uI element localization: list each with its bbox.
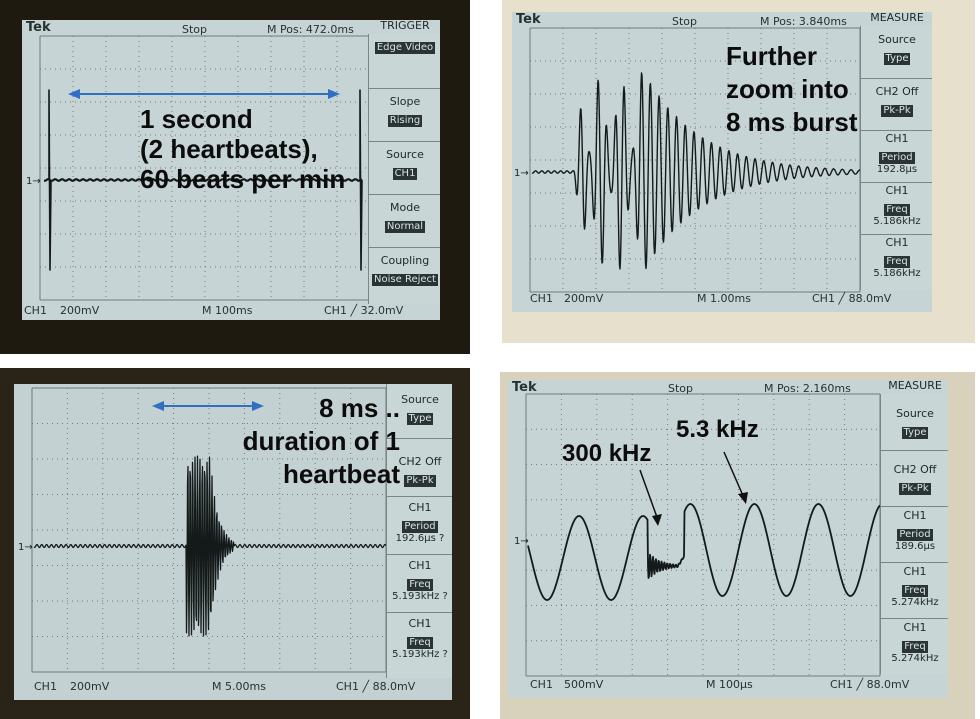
channel-label: CH1 xyxy=(530,292,553,305)
timebase-readout: M 5.00ms xyxy=(212,680,266,693)
menu-title: TRIGGER xyxy=(380,20,430,32)
trigger-readout: CH1 ╱ 32.0mV xyxy=(324,304,404,317)
m-pos-readout: M Pos: 3.840ms xyxy=(760,15,847,28)
annotation-text: Further zoom into 8 ms burst xyxy=(726,41,858,137)
side-menu: Source Type CH2 Off Pk-Pk CH1 Period 192.6µs… xyxy=(386,384,452,678)
channel-marker: 1→ xyxy=(18,542,33,553)
m-pos-readout: M Pos: 2.160ms xyxy=(764,382,851,395)
scope-screen: 1→ Tek Stop M Pos: 3.840ms CH1 200mV M 1… xyxy=(512,12,932,312)
graticule xyxy=(39,35,371,301)
arrow-head-right xyxy=(252,401,264,411)
pointer-5khz xyxy=(723,451,745,499)
menu-item-freq-2[interactable]: CH1 Freq 5.274kHz xyxy=(891,621,939,665)
annotation-5khz: 5.3 kHz xyxy=(676,416,759,443)
menu-item-source[interactable]: Source Type xyxy=(881,394,948,451)
volts-div-readout: 200mV xyxy=(60,304,100,317)
ch1-baseline-trace xyxy=(43,178,363,182)
pointer-300khz xyxy=(639,469,659,521)
channel-marker: 1→ xyxy=(514,168,529,179)
annotation-text: 8 ms .. duration of 1 heartbeat xyxy=(242,393,400,489)
volts-div-readout: 500mV xyxy=(564,678,604,691)
brand-logo: Tek xyxy=(516,12,541,27)
scope-screen: 1→ Tek Stop M Pos: 2.160ms CH1 500mV M 1… xyxy=(508,380,948,698)
heartbeat-spike xyxy=(359,89,363,271)
m-pos-readout: M Pos: 472.0ms xyxy=(267,23,354,36)
side-menu: TRIGGER Edge Video Slope Rising Source CH1… xyxy=(368,20,440,304)
brand-logo: Tek xyxy=(26,20,51,35)
ch1-burst-trace xyxy=(531,72,861,270)
annotation-300khz: 300 kHz xyxy=(562,440,652,467)
menu-item-slope[interactable]: Slope Rising xyxy=(369,88,440,142)
menu-item-period[interactable]: CH1 Period 192.8µs xyxy=(861,130,932,183)
menu-item-freq[interactable]: CH1 Freq 5.193kHz ? xyxy=(387,554,452,613)
timebase-readout: M 1.00ms xyxy=(697,292,751,305)
arrow-head-right xyxy=(328,89,340,99)
timebase-readout: M 100µs xyxy=(706,678,753,691)
menu-item-mode[interactable]: Mode Normal xyxy=(369,194,440,248)
trigger-readout: CH1 ╱ 88.0mV xyxy=(812,292,892,305)
oscilloscope-photo-2: 1→ Tek Stop M Pos: 3.840ms CH1 200mV M 1… xyxy=(502,0,975,343)
trigger-readout: CH1 ╱ 88.0mV xyxy=(830,678,910,691)
heartbeat-spike xyxy=(48,89,52,271)
side-menu: MEASURE Source Type CH2 Off Pk-Pk CH1 Perio… xyxy=(860,12,932,290)
menu-item-type[interactable]: Edge Video xyxy=(369,34,440,89)
pointer-head xyxy=(652,514,662,526)
menu-item-coupling[interactable]: Coupling Noise Reject xyxy=(372,254,438,286)
ch1-burst-trace xyxy=(33,455,387,637)
annotation-text: 1 second (2 heartbeats), 60 beats per mi… xyxy=(140,104,346,194)
menu-item-source[interactable]: Source CH1 xyxy=(369,141,440,195)
timebase-readout: M 100ms xyxy=(202,304,253,317)
scope-screen: 1→ Tek Stop M Pos: 472.0ms CH1 200mV M 1… xyxy=(22,20,440,320)
ch1-sine-trace xyxy=(527,503,881,601)
menu-item-period[interactable]: CH1 Period 189.6µs xyxy=(881,506,948,563)
channel-marker: 1→ xyxy=(514,536,529,547)
stop-status: Stop xyxy=(672,15,698,28)
channel-label: CH1 xyxy=(34,680,57,693)
menu-item-freq[interactable]: CH1 Freq 5.274kHz xyxy=(881,562,948,619)
channel-marker: 1→ xyxy=(26,176,41,187)
menu-item-ch2[interactable]: CH2 Off Pk-Pk xyxy=(881,450,948,507)
oscilloscope-photo-1: 1→ Tek Stop M Pos: 472.0ms CH1 200mV M 1… xyxy=(0,0,470,354)
menu-item-freq-2[interactable]: CH1 Freq 5.193kHz ? xyxy=(392,617,448,661)
arrow-head-left xyxy=(68,89,80,99)
volts-div-readout: 200mV xyxy=(564,292,604,305)
volts-div-readout: 200mV xyxy=(70,680,110,693)
trigger-readout: CH1 ╱ 88.0mV xyxy=(336,680,416,693)
menu-item-source[interactable]: Source Type xyxy=(861,26,932,79)
graticule xyxy=(529,27,861,293)
menu-item-period[interactable]: CH1 Period 192.6µs ? xyxy=(387,496,452,555)
stop-status: Stop xyxy=(668,382,694,395)
waveform-display: 1→ xyxy=(514,27,861,293)
channel-label: CH1 xyxy=(24,304,47,317)
scope-screen: 1→ CH1 200mV M 5.00ms CH1 ╱ 88.0mV Sourc… xyxy=(14,384,452,700)
menu-item-source[interactable]: Source Type xyxy=(387,384,452,439)
oscilloscope-photo-3: 1→ CH1 200mV M 5.00ms CH1 ╱ 88.0mV Sourc… xyxy=(0,368,470,719)
stop-status: Stop xyxy=(182,23,208,36)
menu-title: MEASURE xyxy=(888,380,942,392)
channel-label: CH1 xyxy=(530,678,553,691)
menu-title: MEASURE xyxy=(870,12,924,24)
pointer-head xyxy=(738,492,748,504)
menu-item-ch2[interactable]: CH2 Off Pk-Pk xyxy=(861,78,932,131)
brand-logo: Tek xyxy=(512,380,537,395)
menu-item-ch2[interactable]: CH2 Off Pk-Pk xyxy=(387,438,452,497)
menu-item-freq-2[interactable]: CH1 Freq 5.186kHz xyxy=(873,236,921,280)
waveform-display: 1→ xyxy=(26,35,371,301)
side-menu: MEASURE Source Type CH2 Off Pk-Pk CH1 Perio… xyxy=(880,380,948,674)
menu-item-freq[interactable]: CH1 Freq 5.186kHz xyxy=(861,182,932,235)
oscilloscope-photo-4: 1→ Tek Stop M Pos: 2.160ms CH1 500mV M 1… xyxy=(500,372,975,719)
arrow-head-left xyxy=(152,401,164,411)
